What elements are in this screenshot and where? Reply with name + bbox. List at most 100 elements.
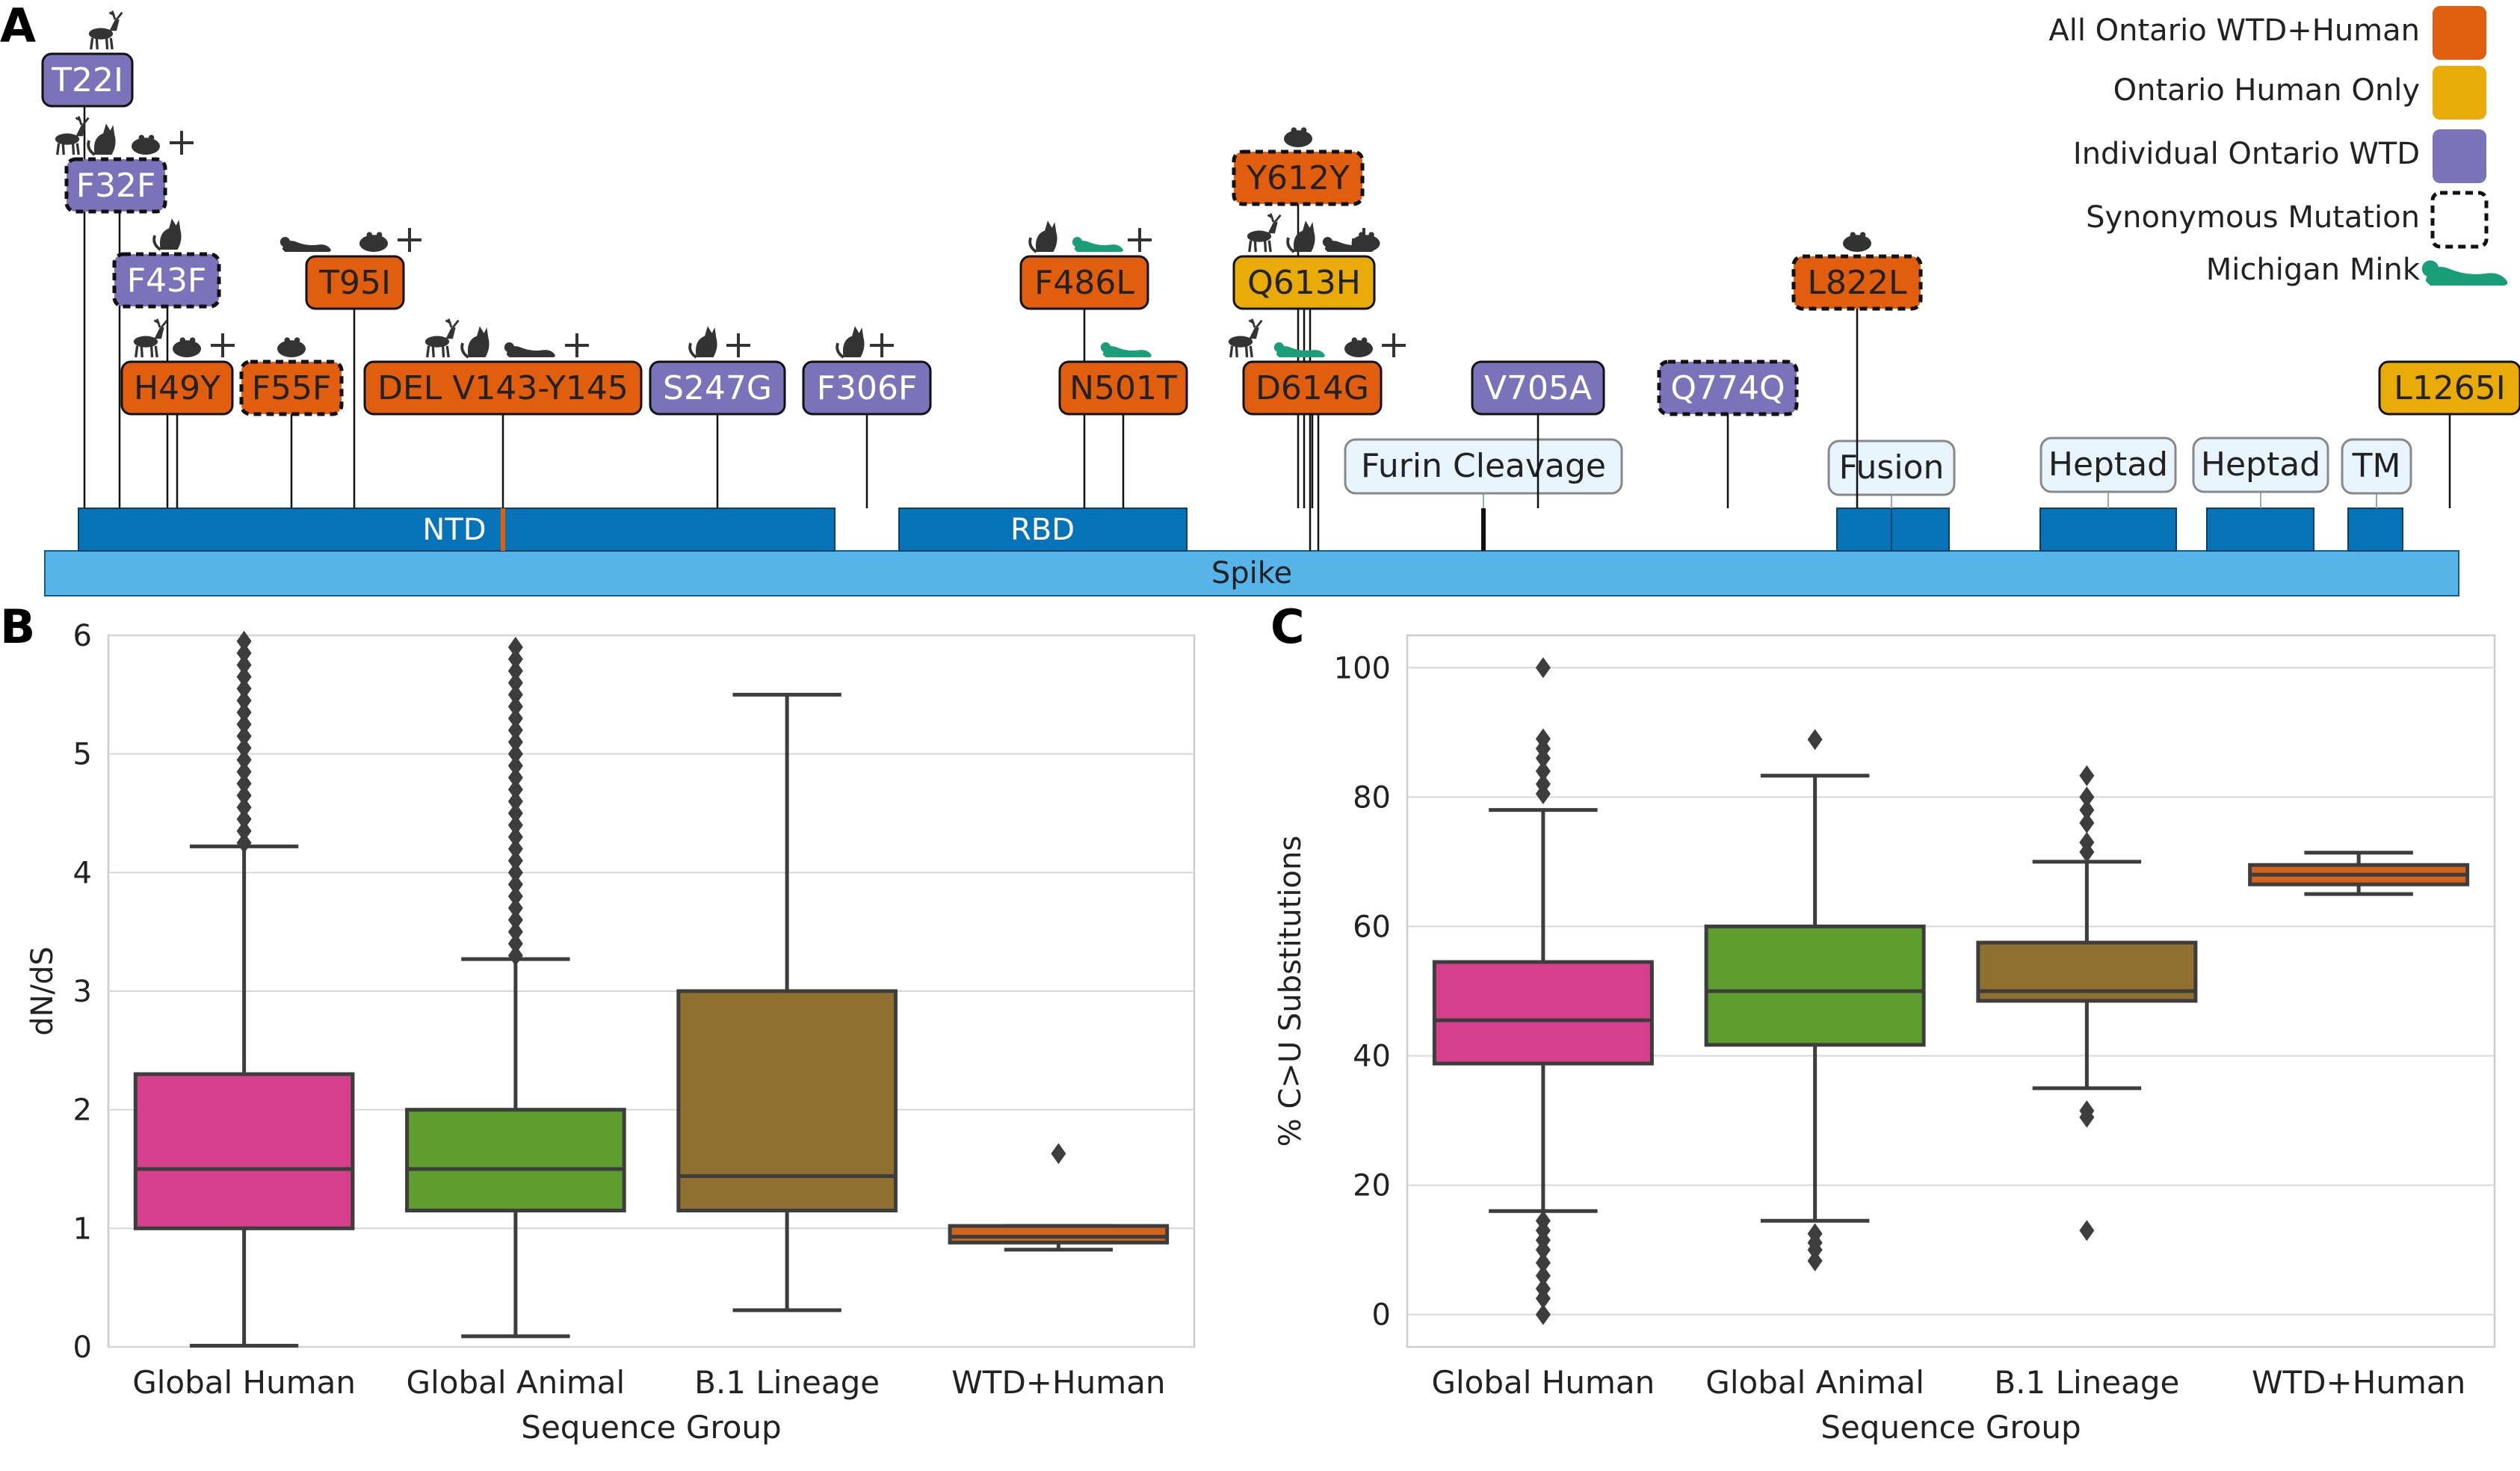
legend-label: Synonymous Mutation — [2086, 200, 2420, 235]
outlier-point — [236, 785, 252, 807]
domain-tm — [2347, 508, 2403, 552]
box-global-animal — [1704, 729, 1926, 1271]
outlier-point — [507, 731, 523, 753]
outlier-point — [507, 897, 523, 919]
outlier-point — [2079, 841, 2095, 863]
y-tick-label: 4 — [73, 856, 92, 890]
mutation-f43f: F43F — [112, 218, 221, 508]
outlier-point — [236, 678, 252, 700]
legend-swatch — [2433, 6, 2486, 60]
outlier-point — [2079, 799, 2095, 821]
mutation-box — [305, 255, 405, 310]
box-iqr — [676, 989, 898, 1213]
legend-label: Michigan Mink — [2206, 253, 2421, 287]
y-tick-label: 100 — [1334, 651, 1391, 685]
mutation-l1265i: L1265I — [2378, 360, 2520, 508]
mutation-h49y: H49Y — [120, 318, 235, 508]
y-tick-label: 0 — [73, 1330, 92, 1365]
outlier-point — [236, 832, 252, 854]
cat-icon — [688, 326, 717, 359]
panel-letter-a: A — [0, 0, 36, 53]
outlier-point — [236, 642, 252, 664]
legend-swatch — [2433, 129, 2486, 183]
outlier-point — [507, 850, 523, 872]
mutation-box — [64, 157, 167, 214]
y-axis-label: dN/dS — [25, 946, 60, 1036]
box-iqr — [133, 1072, 355, 1230]
outlier-point — [507, 648, 523, 670]
legend-item-all: All Ontario WTD+Human — [2048, 6, 2486, 60]
outlier-point — [1535, 760, 1551, 782]
outlier-point — [1807, 1250, 1823, 1271]
mutation-label: F32F — [76, 167, 156, 205]
domain-fusion — [1836, 508, 1950, 552]
outlier-point — [236, 808, 252, 830]
mink-icon — [1273, 342, 1325, 357]
mutation-box — [120, 360, 234, 416]
legend-swatch — [2433, 66, 2486, 120]
outlier-point — [507, 874, 523, 895]
outlier-point — [236, 773, 252, 795]
plus-icon — [211, 333, 235, 357]
mutation-label: F306F — [817, 369, 918, 407]
y-tick-label: 20 — [1353, 1169, 1391, 1203]
mutation-label: T95I — [318, 264, 391, 302]
outlier-point — [507, 660, 523, 682]
domain-label-rbd: RBD — [1010, 513, 1075, 547]
outlier-point — [507, 719, 523, 741]
x-axis-label: Sequence Group — [521, 1409, 781, 1446]
cat-icon — [836, 326, 865, 359]
x-tick-label: Global Animal — [1705, 1364, 1924, 1401]
deer-icon — [55, 116, 90, 155]
outlier-point — [507, 803, 523, 824]
y-tick-label: 0 — [1372, 1298, 1391, 1333]
mutation-v705a: V705A — [1471, 360, 1605, 508]
spike-bar — [44, 550, 2459, 596]
mutation-box — [1019, 255, 1149, 310]
plus-icon — [565, 333, 589, 357]
spike-mutation-map: Spike NTD RBD Furin Cleavage Fusion Heptad Hep… — [41, 10, 2520, 596]
outlier-point — [2079, 765, 2095, 786]
legend-label: Individual Ontario WTD — [2073, 137, 2420, 171]
outlier-point — [1535, 1265, 1551, 1286]
mutation-label: L822L — [1807, 264, 1906, 302]
box-b-1-lineage — [676, 692, 898, 1313]
outlier-point — [236, 737, 252, 759]
outlier-point — [236, 690, 252, 712]
y-tick-label: 5 — [73, 738, 92, 772]
cat-icon — [1028, 221, 1057, 253]
domain-box-furin-cleavage-2-label: Furin Cleavage — [1361, 447, 1606, 485]
panel-letter-b: B — [0, 599, 35, 654]
y-tick-label: 60 — [1353, 910, 1391, 944]
mutation-label: T22I — [51, 61, 123, 99]
mutation-box — [802, 360, 932, 416]
mink-icon — [1072, 237, 1123, 252]
mutation-label: Q613H — [1247, 264, 1361, 302]
mutation-t22i: T22I — [41, 10, 134, 508]
hamster-icon — [1344, 337, 1373, 357]
hamster-icon — [1843, 232, 1871, 252]
mink-icon — [2421, 260, 2508, 286]
mutation-label: L1265I — [2394, 369, 2505, 407]
outlier-point — [2079, 1220, 2095, 1242]
outlier-point — [507, 636, 523, 658]
legend-item-mink: Michigan Mink — [2206, 253, 2508, 287]
legend: All Ontario WTD+Human Ontario Human Only I… — [2048, 6, 2508, 287]
domain-box-fusion-3-label: Fusion — [1839, 448, 1945, 487]
mutation-f32f: F32F — [55, 116, 194, 508]
plus-icon — [398, 228, 421, 252]
outlier-point — [507, 779, 523, 801]
x-axis-label: Sequence Group — [1820, 1409, 2081, 1446]
outlier-point — [507, 672, 523, 694]
hamster-icon — [359, 232, 388, 252]
outlier-point — [2079, 786, 2095, 808]
mutation-box — [1657, 360, 1799, 416]
legend-label: Ontario Human Only — [2113, 73, 2420, 108]
mutation-d614g: D614G — [1228, 318, 1406, 551]
outlier-point — [507, 743, 523, 765]
mutation-f486l: F486L — [1019, 221, 1152, 508]
hamster-icon — [132, 135, 160, 155]
mutation-label: N501T — [1069, 369, 1177, 407]
x-tick-label: Global Animal — [407, 1364, 626, 1401]
outlier-point — [1535, 1304, 1551, 1325]
